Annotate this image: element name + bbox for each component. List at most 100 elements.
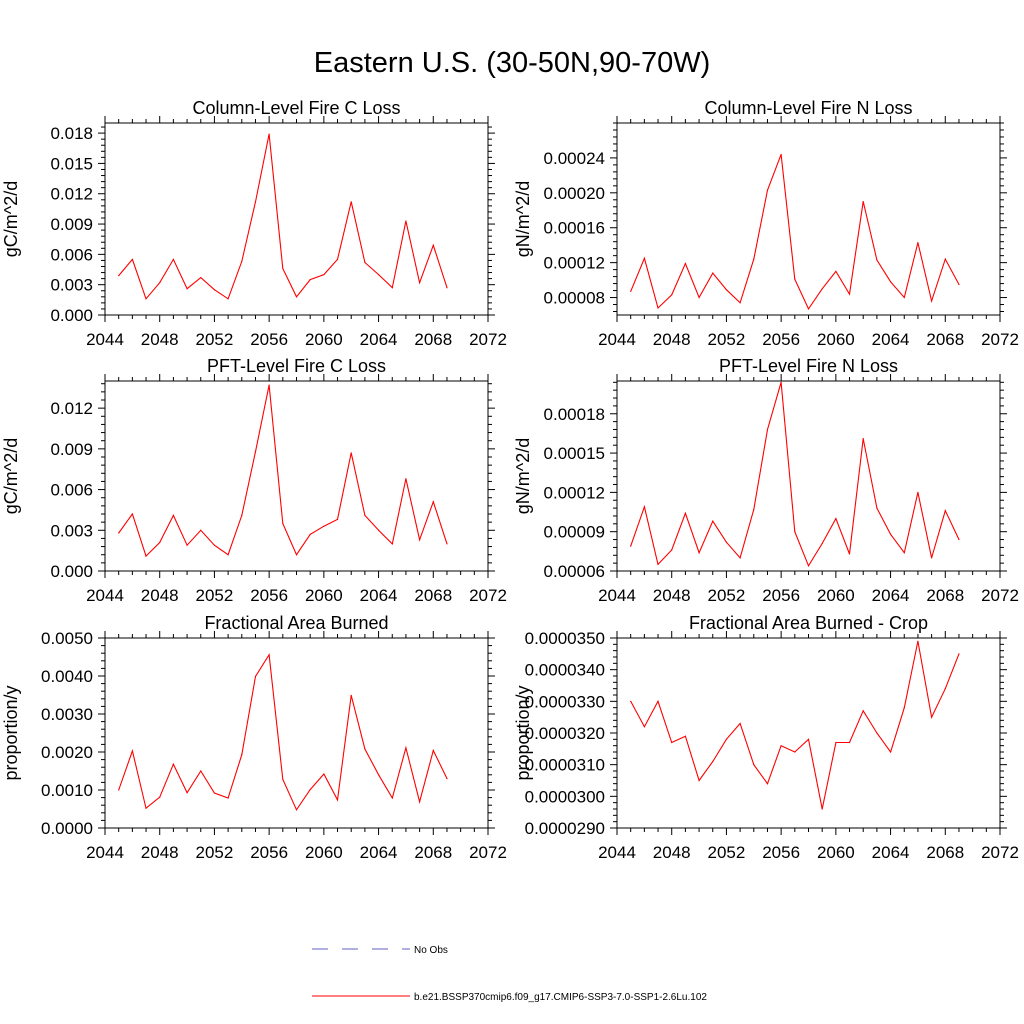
data-point xyxy=(227,298,229,300)
figure-title: Eastern U.S. (30-50N,90-70W) xyxy=(313,47,711,79)
data-point xyxy=(903,296,905,299)
data-point xyxy=(419,282,421,284)
panel-5: 2044 2048 2052 2056 2060 2064 2068 2072 0.0000 0.… xyxy=(1,613,507,862)
x-tick-label: 2060 xyxy=(305,330,343,349)
data-point xyxy=(213,792,216,794)
data-point xyxy=(766,783,769,785)
panel-6: 2044 2048 2052 2056 2060 2064 2068 2072 0.000029… xyxy=(513,613,1019,862)
data-point xyxy=(213,544,216,546)
y-tick-label: 0.00016 xyxy=(544,219,605,238)
series-line xyxy=(630,382,960,568)
panel-title: Column-Level Fire C Loss xyxy=(192,98,400,118)
y-tick-label: 0.009 xyxy=(50,215,93,234)
data-point xyxy=(643,506,645,508)
data-point xyxy=(753,258,755,260)
y-tick-label: 0.0020 xyxy=(41,743,93,762)
y-tick-label: 0.0010 xyxy=(41,781,93,800)
x-tick-label: 2072 xyxy=(981,330,1019,349)
data-point xyxy=(295,296,298,298)
data-point xyxy=(186,288,188,290)
y-tick-label: 0.00012 xyxy=(544,483,605,502)
x-tick-label: 2072 xyxy=(981,843,1019,862)
data-point xyxy=(917,241,919,244)
data-point xyxy=(419,801,421,803)
x-tick-label: 2056 xyxy=(250,330,288,349)
data-point xyxy=(377,529,380,531)
data-point xyxy=(671,294,673,296)
data-point xyxy=(848,741,851,744)
x-tick-label: 2048 xyxy=(653,843,691,862)
x-tick-label: 2052 xyxy=(708,330,746,349)
data-point xyxy=(753,764,755,766)
data-point xyxy=(780,153,782,156)
plot-frame xyxy=(104,637,489,829)
data-point xyxy=(643,726,645,728)
data-point xyxy=(657,563,659,566)
data-point xyxy=(766,428,769,431)
data-point xyxy=(876,259,878,261)
data-point xyxy=(391,287,393,289)
data-point xyxy=(446,778,448,780)
data-point xyxy=(364,514,366,516)
x-tick-label: 2044 xyxy=(598,843,636,862)
data-point xyxy=(268,133,270,135)
y-axis-label: gC/m^2/d xyxy=(1,438,21,514)
data-point xyxy=(200,277,202,279)
data-point xyxy=(821,288,823,290)
data-point xyxy=(889,751,892,753)
data-point xyxy=(295,554,298,556)
series-line xyxy=(630,641,960,810)
legend-label-model: b.e21.BSSP370cmip6.f09_g17.CMIP6-SSP3-7.… xyxy=(414,992,707,1003)
x-tick-label: 2072 xyxy=(469,586,507,605)
y-tick-label: 0.009 xyxy=(50,440,93,459)
data-point xyxy=(200,529,202,531)
y-tick-label: 0.00009 xyxy=(544,523,605,542)
x-tick-label: 2052 xyxy=(708,586,746,605)
data-point xyxy=(643,257,645,259)
x-tick-label: 2056 xyxy=(250,843,288,862)
data-point xyxy=(282,267,284,270)
data-point xyxy=(309,533,311,535)
panel-title: Fractional Area Burned xyxy=(204,613,388,633)
data-point xyxy=(807,308,810,310)
y-tick-label: 0.006 xyxy=(50,481,93,500)
x-tick-label: 2056 xyxy=(762,330,800,349)
data-point xyxy=(241,260,243,263)
panel-1: 2044 2048 2052 2056 2060 2064 2068 2072 0.000 0.0… xyxy=(1,98,507,349)
x-tick-label: 2064 xyxy=(872,586,910,605)
data-point xyxy=(903,707,905,709)
data-point xyxy=(794,751,796,753)
data-point xyxy=(657,307,659,309)
y-tick-label: 0.00006 xyxy=(544,562,605,581)
data-point xyxy=(213,289,216,291)
data-point xyxy=(186,792,188,794)
panel-3: 2044 2048 2052 2056 2060 2064 2068 2072 0.000 0.0… xyxy=(1,356,507,605)
y-axis-label: gN/m^2/d xyxy=(513,438,533,514)
y-tick-label: 0.00015 xyxy=(544,444,605,463)
y-tick-label: 0.0040 xyxy=(41,667,93,686)
data-point xyxy=(364,261,366,264)
x-tick-label: 2072 xyxy=(469,843,507,862)
data-point xyxy=(419,539,421,541)
data-point xyxy=(432,501,434,503)
data-point xyxy=(172,514,174,516)
data-point xyxy=(145,807,147,809)
data-point xyxy=(903,552,905,554)
y-tick-label: 0.00020 xyxy=(544,184,605,203)
x-tick-label: 2060 xyxy=(817,843,855,862)
data-point xyxy=(282,778,284,780)
data-point xyxy=(350,694,352,696)
x-tick-label: 2056 xyxy=(250,586,288,605)
data-point xyxy=(295,809,298,811)
y-tick-label: 0.015 xyxy=(50,154,93,173)
series-line xyxy=(118,653,448,811)
data-point xyxy=(131,513,133,515)
y-tick-label: 0.0000290 xyxy=(525,819,605,838)
data-point xyxy=(323,773,325,775)
data-point xyxy=(350,201,352,203)
panel-title: PFT-Level Fire N Loss xyxy=(719,356,898,376)
plot-frame xyxy=(104,380,489,572)
data-point xyxy=(405,220,407,222)
x-tick-label: 2052 xyxy=(196,586,234,605)
x-tick-label: 2048 xyxy=(141,330,179,349)
